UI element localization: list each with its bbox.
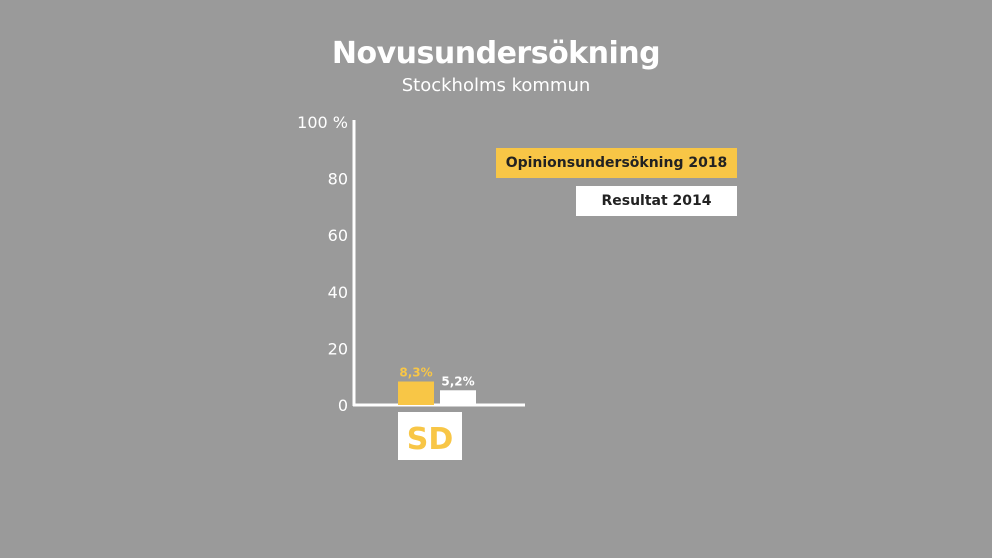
bar-value-label: 5,2% — [441, 374, 474, 388]
category-labels: SD — [398, 412, 462, 460]
y-tick-label: 80 — [328, 170, 348, 189]
chart-subtitle: Stockholms kommun — [401, 75, 591, 96]
legend-result-2014: Resultat 2014 — [576, 186, 737, 216]
y-axis-ticks: 0 20 40 60 80 100 % — [297, 113, 348, 415]
y-tick-label: 60 — [328, 226, 348, 245]
bar-sd-2014 — [440, 390, 476, 405]
bars: 8,3% 5,2% — [398, 366, 476, 405]
bar-sd-2018 — [398, 381, 434, 405]
bar-value-label: 8,3% — [399, 366, 432, 380]
party-badge — [398, 412, 462, 460]
y-tick-label: 20 — [328, 339, 348, 358]
y-tick-label: 100 % — [297, 113, 348, 132]
category-label: SD — [407, 422, 454, 457]
y-tick-label: 0 — [338, 396, 348, 415]
legend-poll-2018: Opinionsundersökning 2018 — [496, 148, 737, 178]
y-tick-label: 40 — [328, 283, 348, 302]
chart-title: Novusundersökning — [331, 36, 661, 71]
